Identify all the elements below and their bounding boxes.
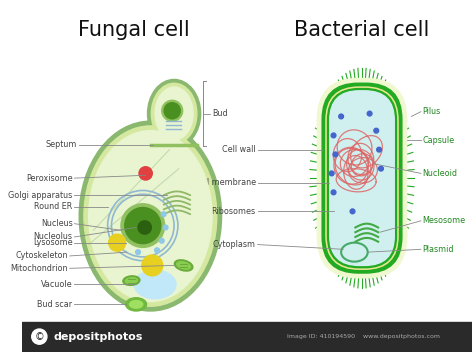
Ellipse shape — [125, 278, 137, 283]
Ellipse shape — [331, 190, 336, 195]
Text: Peroxisome: Peroxisome — [26, 174, 73, 183]
Ellipse shape — [177, 262, 191, 269]
Text: Cytoskeleton: Cytoskeleton — [15, 252, 68, 260]
Text: Cytoplasm: Cytoplasm — [213, 240, 255, 249]
Ellipse shape — [333, 152, 338, 157]
Text: Nucleolus: Nucleolus — [34, 232, 73, 242]
Ellipse shape — [125, 208, 161, 244]
Text: Capsule: Capsule — [423, 136, 455, 145]
Text: Cell wall: Cell wall — [222, 145, 255, 154]
Ellipse shape — [374, 128, 379, 133]
Ellipse shape — [331, 133, 336, 138]
Text: Mesosome: Mesosome — [423, 216, 466, 225]
Ellipse shape — [155, 87, 193, 140]
Ellipse shape — [138, 221, 151, 234]
Ellipse shape — [329, 171, 334, 176]
Ellipse shape — [121, 204, 164, 247]
FancyBboxPatch shape — [328, 89, 396, 268]
FancyBboxPatch shape — [330, 91, 394, 265]
Text: ©: © — [35, 332, 44, 342]
Ellipse shape — [339, 114, 344, 119]
Ellipse shape — [84, 126, 217, 306]
Text: Nucleoid: Nucleoid — [423, 169, 458, 178]
Ellipse shape — [89, 131, 212, 301]
Ellipse shape — [377, 147, 382, 152]
Ellipse shape — [136, 250, 140, 255]
Text: Bud: Bud — [212, 109, 228, 118]
Ellipse shape — [155, 248, 159, 253]
Ellipse shape — [350, 209, 355, 214]
Text: Image ID: 410194590    www.depositphotos.com: Image ID: 410194590 www.depositphotos.co… — [287, 334, 440, 339]
Ellipse shape — [129, 301, 143, 308]
Ellipse shape — [79, 121, 221, 311]
Ellipse shape — [164, 103, 180, 119]
FancyBboxPatch shape — [322, 83, 402, 273]
Text: Mitochondrion: Mitochondrion — [10, 264, 68, 273]
Ellipse shape — [161, 212, 166, 217]
Text: Plasmid: Plasmid — [423, 245, 454, 254]
Ellipse shape — [142, 255, 163, 276]
Text: depositphotos: depositphotos — [54, 332, 143, 342]
Circle shape — [32, 329, 47, 344]
Text: Nucleus: Nucleus — [41, 219, 73, 228]
Text: Vacuole: Vacuole — [41, 280, 73, 289]
Bar — [22, 322, 472, 352]
Ellipse shape — [123, 276, 140, 286]
Ellipse shape — [174, 260, 193, 271]
Text: Bacterial cell: Bacterial cell — [294, 20, 430, 40]
Ellipse shape — [163, 225, 168, 230]
FancyBboxPatch shape — [318, 78, 407, 278]
Ellipse shape — [379, 166, 383, 171]
Ellipse shape — [159, 238, 164, 243]
Text: Septum: Septum — [46, 140, 77, 149]
Ellipse shape — [367, 111, 372, 116]
Ellipse shape — [162, 100, 182, 121]
Text: Fungal cell: Fungal cell — [78, 20, 190, 40]
Ellipse shape — [151, 83, 197, 144]
Ellipse shape — [126, 298, 146, 311]
FancyBboxPatch shape — [326, 87, 398, 269]
Text: Ribosomes: Ribosomes — [211, 207, 255, 216]
Ellipse shape — [139, 167, 152, 180]
Ellipse shape — [109, 234, 126, 251]
Text: Lysosome: Lysosome — [33, 238, 73, 247]
Text: Round ER: Round ER — [34, 202, 73, 211]
Text: Cell membrane: Cell membrane — [193, 178, 255, 187]
Ellipse shape — [147, 79, 201, 148]
Text: Golgi apparatus: Golgi apparatus — [9, 191, 73, 200]
Text: Pilus: Pilus — [423, 107, 441, 116]
Ellipse shape — [134, 270, 176, 299]
Text: Bud scar: Bud scar — [37, 300, 73, 309]
